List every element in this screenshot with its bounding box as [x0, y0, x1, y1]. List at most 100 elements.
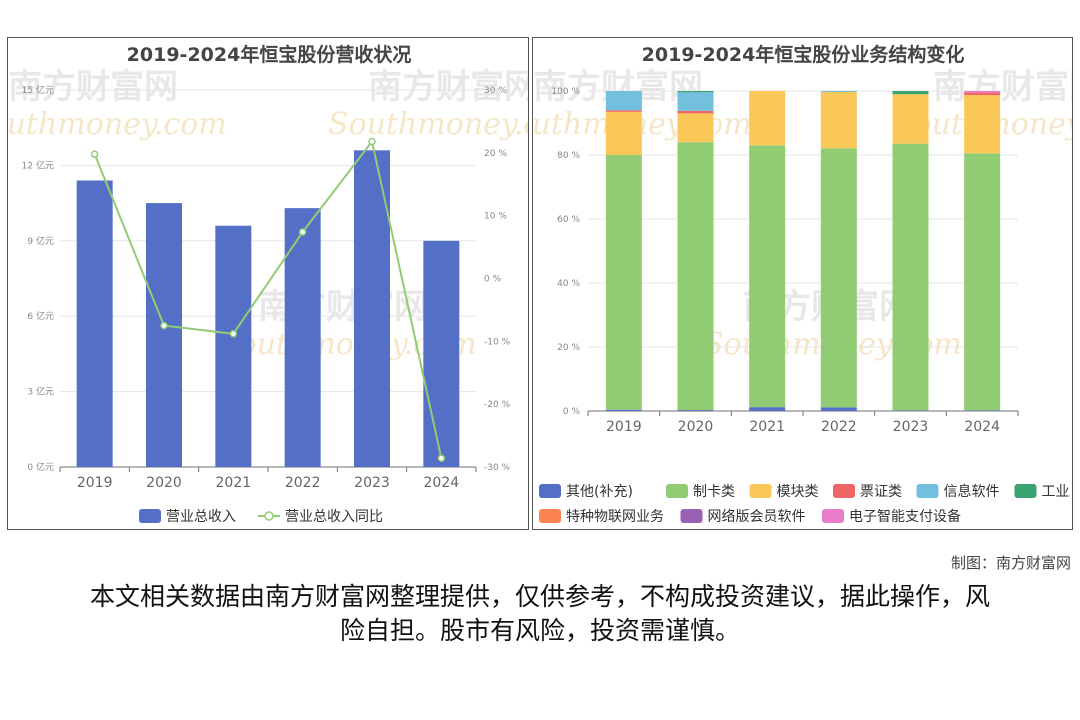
x-tick-label: 2023	[354, 475, 390, 491]
stacked-bar-segment	[820, 91, 857, 149]
stacked-bar-segment	[749, 407, 786, 411]
x-tick-label: 2022	[285, 475, 321, 491]
revenue-bar	[215, 225, 252, 467]
legend-swatch	[833, 484, 855, 498]
y-tick-label: 40 %	[557, 279, 580, 289]
y-right-tick-label: 20 %	[484, 149, 507, 159]
revenue-bar	[423, 240, 460, 467]
x-tick-label: 2020	[146, 475, 182, 491]
revenue-chart-panel: 南方财富网Southmoney.com南方财富网Southmoney.com南方…	[7, 37, 529, 530]
legend-swatch	[539, 509, 561, 523]
business-structure-chart-panel: 南方财富网Southmoney.com南方财富网Southmoney.com南方…	[532, 37, 1073, 530]
stacked-bar-segment	[964, 153, 1001, 411]
stacked-bar-segment	[605, 91, 642, 111]
y-tick-label: 60 %	[557, 215, 580, 225]
legend-label: 营业总收入	[166, 509, 236, 525]
stacked-bar-segment	[749, 145, 786, 408]
legend-swatch	[1014, 484, 1037, 498]
watermark-text: 南方财富网	[258, 287, 428, 327]
chart-title: 2019-2024年恒宝股份业务结构变化	[642, 43, 965, 66]
y-left-tick-label: 12 亿元	[22, 159, 54, 171]
x-tick-label: 2024	[424, 475, 460, 491]
legend-label: 制卡类	[693, 484, 735, 500]
y-left-tick-label: 0 亿元	[27, 461, 54, 473]
y-tick-label: 80 %	[557, 151, 580, 161]
yoy-line	[93, 139, 443, 459]
stacked-bar-segment	[605, 155, 642, 410]
chart-title: 2019-2024年恒宝股份营收状况	[127, 43, 412, 66]
stacked-bar-segment	[892, 410, 929, 411]
revenue-chart: 南方财富网Southmoney.com南方财富网Southmoney.com南方…	[8, 43, 529, 525]
watermark-text: 南方财富网	[933, 67, 1073, 107]
business-structure-chart: 南方财富网Southmoney.com南方财富网Southmoney.com南方…	[533, 43, 1073, 525]
x-tick-label: 2021	[216, 475, 252, 491]
legend-label: 电子智能支付设备	[849, 508, 961, 525]
yoy-point	[437, 454, 446, 462]
disclaimer-text: 本文相关数据由南方财富网整理提供，仅供参考，不构成投资建议，据此操作，风险自担。…	[89, 582, 990, 645]
x-tick-label: 2023	[893, 419, 929, 435]
stacked-bar-segment	[605, 409, 642, 411]
revenue-bar	[354, 150, 390, 467]
legend-label: 网络版会员软件	[708, 509, 806, 525]
legend-swatch	[539, 484, 561, 498]
legend-swatch	[139, 509, 161, 523]
legend-swatch	[749, 484, 772, 498]
stacked-bar-segment	[964, 91, 1001, 93]
y-right-tick-label: 30 %	[484, 86, 507, 96]
legend-label: 模块类	[777, 484, 819, 500]
watermark-text: 南方财富网	[368, 67, 529, 107]
x-tick-label: 2021	[749, 419, 785, 435]
stacked-bar-segment	[677, 410, 714, 411]
legend-label: 营业总收入同比	[285, 509, 383, 525]
watermark-text: 南方财富网	[8, 67, 178, 107]
stacked-bar-segment	[964, 92, 1001, 96]
stacked-bar-segment	[820, 148, 857, 408]
revenue-bar	[284, 208, 321, 468]
x-tick-label: 2019	[606, 419, 642, 435]
watermark-text: Southmoney.com	[533, 107, 752, 142]
stacked-bar-segment	[964, 95, 1001, 154]
legend-swatch	[916, 484, 939, 498]
y-tick-label: 0 %	[563, 407, 581, 417]
stacked-bar-segment	[677, 113, 714, 143]
stacked-bar-segment	[677, 110, 714, 114]
yoy-point	[298, 228, 307, 236]
legend-label: 其他(补充)	[566, 484, 633, 500]
stacked-bar-segment	[892, 143, 929, 411]
yoy-point	[160, 321, 168, 330]
stacked-bar-segment	[677, 92, 714, 111]
stacked-bar-segment	[749, 91, 786, 146]
stacked-bar-segment	[677, 142, 714, 411]
stacked-bar-segment	[892, 91, 929, 95]
stacked-bar-segment	[605, 110, 642, 112]
y-left-tick-label: 15 亿元	[22, 84, 54, 96]
y-right-tick-label: 0 %	[484, 275, 502, 285]
y-right-tick-label: -10 %	[484, 337, 511, 347]
x-tick-label: 2022	[821, 419, 857, 435]
stacked-bar-segment	[677, 91, 714, 93]
watermark-text: Southmoney.com	[8, 107, 227, 142]
revenue-bar	[76, 180, 113, 468]
stacked-bar-segment	[605, 111, 642, 155]
legend-label: 票证类	[860, 484, 902, 500]
yoy-point	[368, 137, 376, 146]
chart-credit: 制图：南方财富网	[950, 554, 1071, 572]
legend-label: 特种物联网业务	[566, 509, 664, 525]
legend-label: 信息软件	[944, 483, 1000, 500]
x-tick-label: 2019	[77, 475, 113, 491]
watermark-text: Southmoney.com	[328, 107, 529, 142]
legend-swatch	[680, 509, 703, 523]
stacked-bar-segment	[892, 94, 929, 144]
legend-swatch	[264, 511, 274, 521]
stacked-bar-segment	[820, 407, 857, 411]
y-left-tick-label: 6 亿元	[27, 310, 54, 322]
y-tick-label: 20 %	[557, 343, 580, 353]
y-left-tick-label: 3 亿元	[27, 386, 54, 398]
stacked-bar-segment	[964, 410, 1001, 411]
x-tick-label: 2024	[964, 419, 1000, 435]
yoy-point	[90, 150, 99, 158]
y-right-tick-label: -30 %	[484, 463, 511, 473]
y-right-tick-label: -20 %	[484, 400, 511, 410]
legend-label: 工业	[1042, 484, 1070, 500]
x-tick-label: 2020	[678, 419, 714, 435]
